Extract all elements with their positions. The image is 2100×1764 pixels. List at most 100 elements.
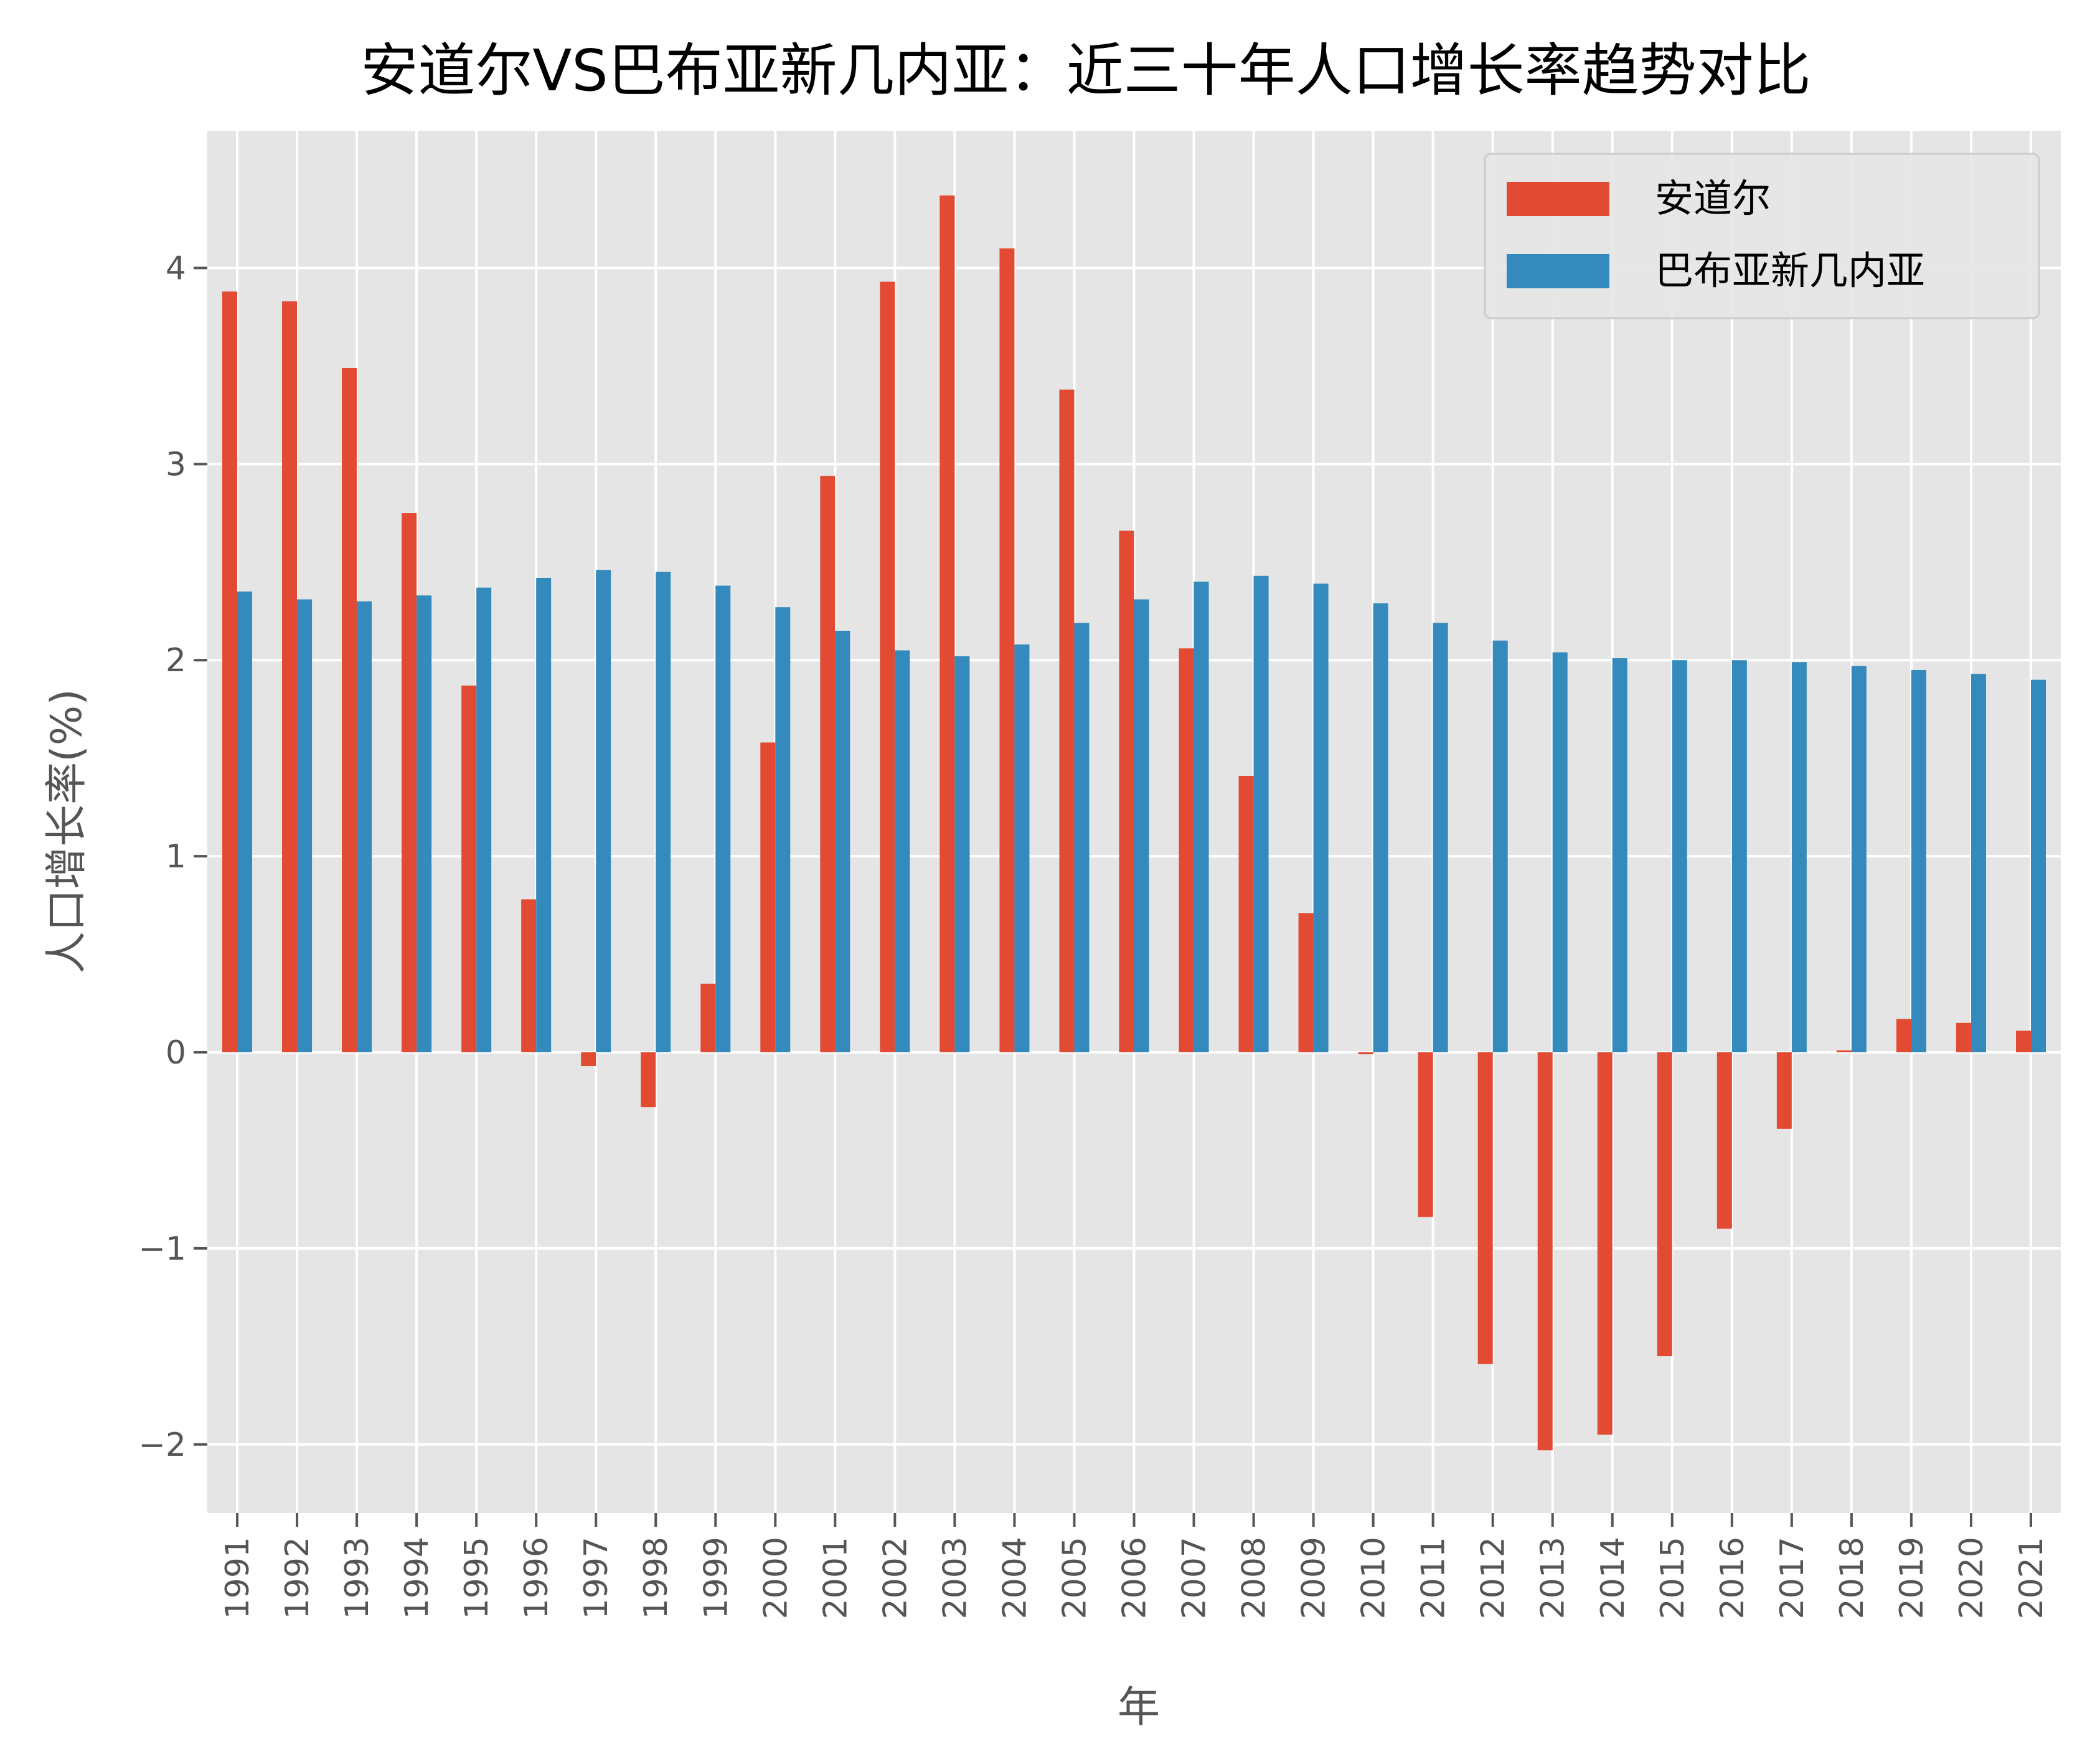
bar-andorra — [581, 1052, 596, 1067]
x-tick-label: 1996 — [518, 1537, 555, 1619]
x-tick-label: 2009 — [1296, 1537, 1333, 1619]
bar-andorra — [880, 281, 895, 1053]
bar-papua-new-guinea — [1194, 582, 1209, 1052]
bar-andorra — [1179, 648, 1194, 1052]
x-tick-label: 2018 — [1834, 1537, 1871, 1619]
x-tick-label: 1991 — [219, 1537, 257, 1619]
bar-andorra — [820, 476, 836, 1052]
bar-papua-new-guinea — [1851, 666, 1867, 1052]
bar-papua-new-guinea — [1492, 640, 1508, 1052]
bar-andorra — [1119, 531, 1134, 1052]
bar-papua-new-guinea — [656, 572, 671, 1052]
x-tick-label: 1992 — [279, 1537, 316, 1619]
y-tick-label: 4 — [166, 250, 186, 287]
bar-papua-new-guinea — [1253, 575, 1269, 1052]
x-tick-label: 1995 — [458, 1537, 496, 1619]
bar-andorra — [2015, 1031, 2031, 1052]
bar-andorra — [1059, 389, 1075, 1052]
x-tick-label: 2005 — [1056, 1537, 1093, 1619]
bar-papua-new-guinea — [297, 599, 313, 1052]
bar-andorra — [342, 368, 357, 1053]
x-tick-label: 2002 — [877, 1537, 914, 1619]
x-tick-label: 2010 — [1355, 1537, 1393, 1619]
x-tick-label: 2020 — [1953, 1537, 1990, 1619]
bar-papua-new-guinea — [536, 577, 552, 1052]
bar-papua-new-guinea — [1911, 669, 1926, 1052]
bar-andorra — [999, 248, 1015, 1052]
bar-papua-new-guinea — [835, 630, 850, 1052]
x-axis-ticks: 1991 1992 1993 1994 1995 1996 1997 1998 1999 2000… — [219, 1513, 2050, 1619]
x-tick-label: 1999 — [697, 1537, 735, 1619]
bar-andorra — [1896, 1019, 1911, 1052]
bar-papua-new-guinea — [895, 650, 910, 1052]
legend-label-andorra: 安道尔 — [1655, 176, 1771, 221]
x-tick-label: 2007 — [1176, 1537, 1213, 1619]
bar-andorra — [1776, 1052, 1792, 1129]
x-tick-label: 1994 — [398, 1537, 436, 1619]
bar-andorra — [700, 983, 716, 1052]
bar-papua-new-guinea — [715, 585, 731, 1052]
x-tick-label: 2011 — [1415, 1537, 1453, 1619]
bar-andorra — [402, 513, 417, 1052]
x-tick-label: 2012 — [1475, 1537, 1512, 1619]
x-tick-label: 2014 — [1594, 1537, 1632, 1619]
legend-swatch-papua-new-guinea — [1507, 254, 1609, 288]
bar-andorra — [1716, 1052, 1732, 1229]
bar-andorra — [282, 301, 298, 1052]
bar-andorra — [1597, 1052, 1613, 1435]
x-tick-label: 2013 — [1535, 1537, 1572, 1619]
bar-papua-new-guinea — [1433, 623, 1448, 1052]
bar-papua-new-guinea — [1014, 644, 1030, 1052]
x-tick-label: 2008 — [1236, 1537, 1273, 1619]
y-tick-label: 0 — [166, 1034, 186, 1072]
bar-papua-new-guinea — [1731, 660, 1747, 1052]
bar-papua-new-guinea — [1373, 603, 1388, 1052]
bar-papua-new-guinea — [1612, 658, 1627, 1052]
bar-andorra — [1537, 1052, 1553, 1451]
x-tick-label: 2016 — [1714, 1537, 1751, 1619]
bar-papua-new-guinea — [1313, 583, 1329, 1052]
bar-andorra — [1477, 1052, 1493, 1364]
bar-papua-new-guinea — [596, 570, 611, 1052]
y-axis-ticks: −2 −1 0 1 2 3 4 — [138, 250, 207, 1464]
x-tick-label: 2021 — [2013, 1537, 2050, 1619]
bar-papua-new-guinea — [2030, 679, 2046, 1052]
bar-papua-new-guinea — [1971, 674, 1986, 1052]
bar-andorra — [1657, 1052, 1672, 1357]
x-tick-label: 1997 — [578, 1537, 615, 1619]
y-tick-label: −2 — [138, 1427, 186, 1464]
bar-papua-new-guinea — [775, 607, 791, 1052]
bar-andorra — [1238, 776, 1254, 1052]
bar-papua-new-guinea — [1134, 599, 1149, 1052]
x-tick-label: 2019 — [1893, 1537, 1931, 1619]
bar-papua-new-guinea — [954, 656, 970, 1052]
bar-andorra — [641, 1052, 656, 1108]
chart-title: 安道尔VS巴布亚新几内亚：近三十年人口增长率趋势对比 — [360, 37, 1810, 104]
bar-papua-new-guinea — [1074, 623, 1090, 1052]
bar-papua-new-guinea — [417, 595, 432, 1052]
bar-papua-new-guinea — [237, 592, 253, 1052]
bar-andorra — [461, 686, 477, 1052]
x-tick-label: 2001 — [817, 1537, 854, 1619]
y-tick-label: −1 — [138, 1230, 186, 1268]
x-tick-label: 1998 — [638, 1537, 675, 1619]
y-tick-label: 3 — [166, 446, 186, 483]
x-tick-label: 2000 — [757, 1537, 794, 1619]
bar-andorra — [939, 195, 955, 1052]
bar-andorra — [1298, 913, 1314, 1052]
bar-papua-new-guinea — [1791, 662, 1807, 1052]
y-tick-label: 2 — [166, 642, 186, 679]
bar-andorra — [222, 291, 238, 1052]
bar-papua-new-guinea — [1672, 660, 1687, 1052]
bar-andorra — [1956, 1022, 1971, 1052]
x-tick-label: 1993 — [339, 1537, 376, 1619]
legend-label-papua-new-guinea: 巴布亚新几内亚 — [1655, 248, 1925, 293]
legend: 安道尔 巴布亚新几内亚 — [1484, 153, 2040, 319]
bar-papua-new-guinea — [476, 587, 492, 1052]
x-axis-label: 年 — [1118, 1683, 1160, 1732]
y-tick-label: 1 — [166, 838, 186, 875]
bar-papua-new-guinea — [357, 601, 372, 1052]
x-tick-label: 2015 — [1654, 1537, 1692, 1619]
legend-swatch-andorra — [1507, 182, 1609, 216]
